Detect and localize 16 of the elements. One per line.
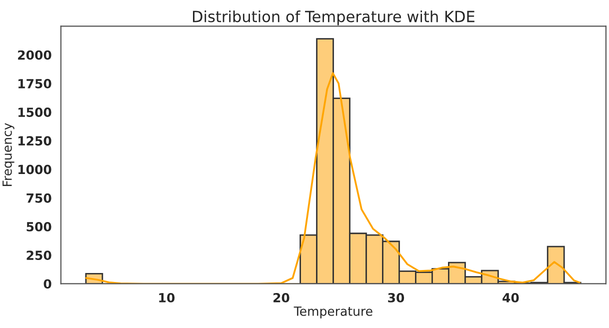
y-tick-label: 1250 [18,136,52,146]
chart-title: Distribution of Temperature with KDE [192,10,474,26]
y-tick-label: 500 [26,222,52,232]
y-tick-label: 250 [26,250,52,260]
x-tick-label: 40 [502,292,519,302]
x-tick-label: 10 [159,292,175,302]
y-tick-label: 2000 [18,50,52,60]
x-tick-label: 20 [274,292,290,302]
y-tick-label: 0 [44,279,52,289]
x-tick-label: 30 [388,292,404,302]
y-axis-title: Frequency [2,123,14,186]
x-axis-title: Temperature [294,306,372,318]
y-tick-label: 1750 [18,78,52,88]
y-tick-label: 750 [26,193,52,203]
y-tick-label: 1000 [18,164,52,174]
y-tick-label: 1500 [18,108,52,117]
